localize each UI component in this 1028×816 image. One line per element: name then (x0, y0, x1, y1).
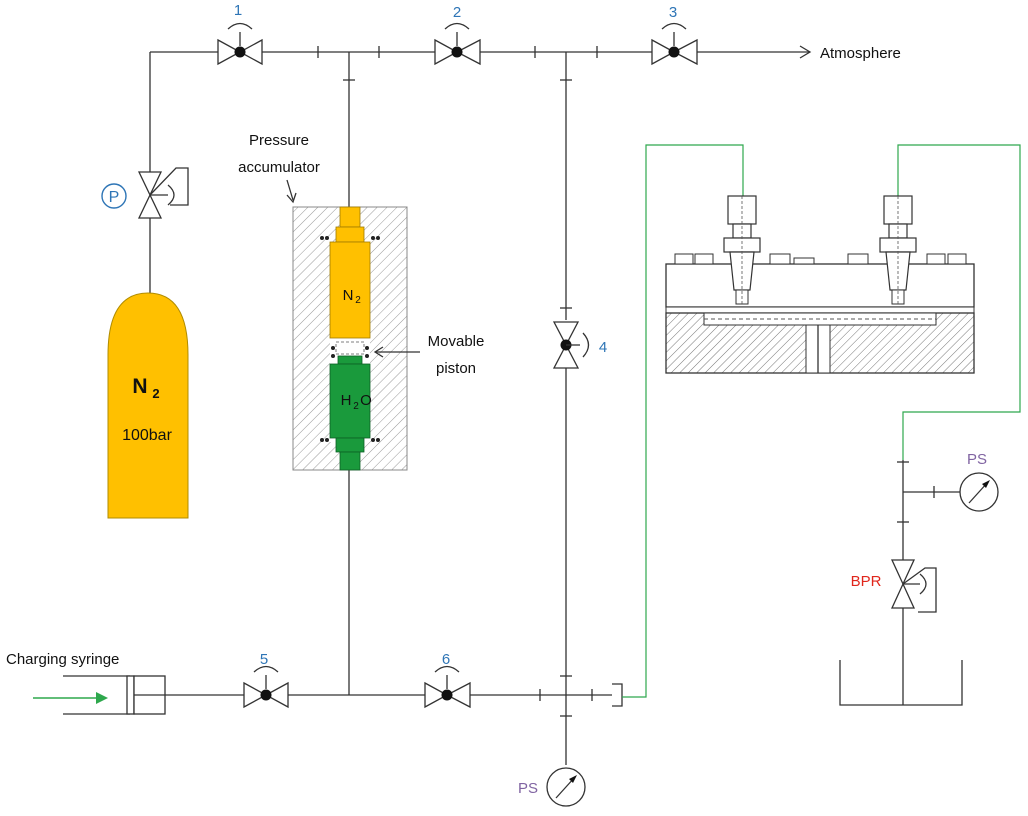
svg-text:accumulator: accumulator (238, 159, 320, 176)
cylinder-pressure-label: 100bar (122, 427, 172, 444)
pressure-sensor-right (959, 472, 999, 512)
svg-text:2: 2 (355, 295, 361, 306)
syringe-arrow (33, 692, 108, 704)
valve-2[interactable] (434, 22, 481, 66)
n2-gas-cylinder: N 2 100bar (107, 292, 189, 519)
accumulator-label: Pressure accumulator (238, 132, 320, 204)
svg-text:O: O (360, 392, 372, 409)
charging-syringe (63, 675, 166, 715)
valve-3-label: 3 (669, 4, 677, 21)
valve-1[interactable] (217, 22, 263, 66)
valve-3[interactable] (651, 22, 698, 66)
ps-label-bottom: PS (518, 780, 538, 797)
piping (149, 45, 963, 765)
bpr-label: BPR (851, 573, 882, 590)
gas-chamber-label: N (343, 287, 354, 304)
water-chamber-label: H (341, 392, 352, 409)
valve-6[interactable] (424, 665, 471, 709)
pressure-accumulator: N 2 H 2 O (292, 206, 408, 471)
capillary-lines (622, 144, 1021, 698)
svg-text:Movable: Movable (428, 333, 485, 350)
valve-1-label: 1 (234, 2, 242, 19)
chip-fitting-left (723, 195, 761, 306)
valve-5-label: 5 (260, 651, 268, 668)
svg-text:P: P (109, 189, 120, 206)
valve-5[interactable] (243, 665, 289, 709)
svg-text:Pressure: Pressure (249, 132, 309, 149)
syringe-label: Charging syringe (6, 651, 119, 668)
ps-label-right: PS (967, 451, 987, 468)
atmosphere-label: Atmosphere (820, 45, 901, 62)
movable-piston (335, 341, 365, 365)
svg-text:piston: piston (436, 360, 476, 377)
chip-holder (665, 195, 975, 374)
back-pressure-regulator[interactable] (890, 559, 937, 613)
svg-text:2: 2 (353, 401, 359, 412)
chip-fitting-right (879, 195, 917, 306)
valve-2-label: 2 (453, 4, 461, 21)
cylinder-gas-label: N (132, 375, 147, 398)
svg-text:2: 2 (152, 386, 159, 401)
valve-6-label: 6 (442, 651, 450, 668)
valve-4-label: 4 (599, 339, 607, 356)
pressure-regulator[interactable] (137, 167, 189, 219)
valve-4[interactable] (552, 321, 590, 369)
regulator-p-symbol: P (101, 183, 127, 209)
pressure-sensor-bottom (546, 767, 586, 807)
piston-label: Movable piston (373, 333, 485, 377)
